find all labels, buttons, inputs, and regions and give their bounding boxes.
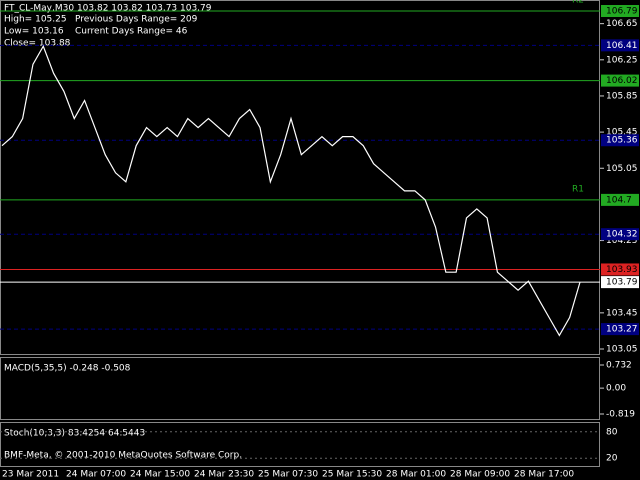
x-tick-label: 28 Mar 01:00 (386, 470, 446, 480)
level-label: 104.7 (606, 195, 632, 205)
level-box (601, 193, 639, 206)
y-tick-label: 80 (606, 427, 618, 437)
level-box (601, 276, 639, 289)
high: High= 105.25 (4, 15, 67, 25)
level-label: 103.79 (606, 278, 638, 288)
x-tick-label: 25 Mar 07:30 (258, 470, 318, 480)
macd-label: MACD(5,35,5) -0.248 -0.508 (4, 364, 131, 374)
x-tick-label: 25 Mar 15:30 (322, 470, 382, 480)
level-box (601, 228, 639, 241)
y-tick-label: 104.25 (606, 236, 638, 246)
y-tick-label: 0.00 (606, 384, 626, 394)
y-tick-label: -0.819 (606, 410, 635, 420)
level-label: 103.93 (606, 265, 638, 275)
prev-range: Previous Days Range= 209 (75, 15, 198, 25)
low: Low= 103.16 (4, 27, 64, 37)
y-tick-label: 106.25 (606, 55, 638, 65)
level-label: 103.27 (606, 325, 638, 335)
level-label: 106.79 (606, 7, 638, 17)
y-tick-label: 105.45 (606, 128, 638, 138)
close: Close= 103.88 (4, 39, 71, 49)
y-tick-label: 103.05 (606, 345, 638, 355)
x-tick-label: 28 Mar 09:00 (450, 470, 510, 480)
level-label: 106.02 (606, 76, 638, 86)
x-tick-label: 28 Mar 17:00 (514, 470, 574, 480)
level-box (601, 5, 639, 17)
cur-range: Current Days Range= 46 (75, 27, 188, 37)
stoch-label: Stoch(10,3,3) 83.4254 64.5443 (4, 429, 145, 439)
macd-frame (0, 357, 600, 420)
main-frame (0, 0, 600, 355)
copyright: BMF-Meta, © 2001-2010 MetaQuotes Softwar… (4, 451, 242, 461)
level-name: R1 (572, 184, 584, 194)
x-tick-label: 23 Mar 2011 (2, 470, 59, 480)
x-tick-label: 24 Mar 07:00 (66, 470, 126, 480)
symbol-line: FT_CL-May,M30 103.82 103.82 103.73 103.7… (4, 4, 212, 14)
y-tick-label: 103.45 (606, 308, 638, 318)
level-box (601, 263, 639, 276)
level-box (601, 134, 639, 147)
x-tick-label: 24 Mar 23:30 (194, 470, 254, 480)
level-label: 104.32 (606, 230, 638, 240)
level-box (601, 39, 639, 52)
level-name: R2 (572, 0, 584, 6)
stoch-frame (0, 422, 600, 467)
level-label: 105.36 (606, 136, 638, 146)
level-box (601, 323, 639, 336)
y-tick-label: 0.732 (606, 361, 632, 371)
y-tick-label: 105.85 (606, 91, 638, 101)
close-line (1, 44, 581, 337)
x-tick-label: 24 Mar 15:00 (130, 470, 190, 480)
y-tick-label: 20 (606, 454, 618, 464)
level-box (601, 74, 639, 87)
level-label: 106.41 (606, 41, 638, 51)
y-tick-label: 105.05 (606, 164, 638, 174)
y-tick-label: 106.65 (606, 19, 638, 29)
